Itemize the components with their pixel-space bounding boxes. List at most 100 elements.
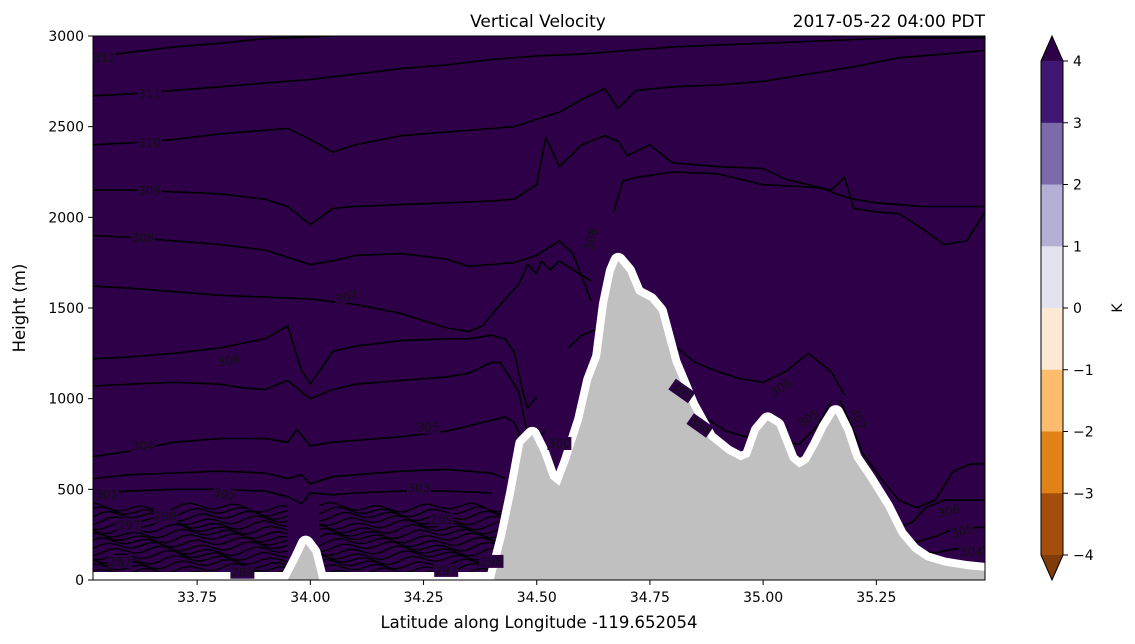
low-contour-8-0 [93, 532, 288, 544]
y-tick-label-3: 1500 [48, 301, 84, 317]
contour-label-text-24: 299 [430, 513, 453, 527]
contour-line-302-13 [93, 488, 492, 505]
low-contour-6-1 [319, 541, 506, 553]
contour-label-27: 297 [117, 518, 142, 533]
contour-label-23: 297 [434, 563, 459, 578]
colorbar-tick-label-6: −2 [1073, 425, 1094, 441]
contour-label-11: 301 [94, 487, 119, 502]
colorbar-segment-0 [1041, 61, 1063, 124]
x-axis-label: Latitude along Longitude -119.652054 [380, 613, 697, 632]
low-contour-5-0 [93, 545, 288, 557]
y-tick-label-4: 2000 [48, 210, 84, 226]
y-tick-label-6: 3000 [48, 29, 84, 45]
x-tick-label-5: 35.00 [743, 590, 783, 606]
contour-line-307-14 [839, 400, 985, 509]
low-contour-15-0 [93, 502, 288, 513]
contour-label-text-11: 301 [95, 488, 118, 502]
contour-label-text-10: 302 [211, 485, 237, 504]
x-tick-label-6: 35.25 [856, 590, 896, 606]
contour-label-20: 304 [959, 544, 984, 559]
contour-label-text-19: 305 [950, 521, 976, 540]
y-axis: 0 500 1000 1500 2000 2500 3000 [48, 29, 93, 589]
contour-label-text-28: 298 [154, 510, 177, 524]
colorbar-tick-label-0: 4 [1073, 54, 1082, 70]
contour-label-text-2: 310 [138, 136, 161, 150]
contour-label-7: 305 [416, 420, 441, 435]
contour-line-311-1 [93, 37, 985, 97]
contour-label-text-12: 308 [581, 226, 600, 252]
contour-labels: 3123113103093083073063053043033023013083… [93, 50, 984, 580]
low-contour-6-0 [93, 541, 288, 552]
colorbar-segment-2 [1041, 184, 1063, 247]
contour-line-310-2 [93, 49, 985, 153]
colorbar-segment-6 [1041, 431, 1063, 494]
contour-label-text-27: 297 [118, 519, 141, 533]
contour-label-text-5: 307 [334, 287, 360, 306]
contour-label-21: 300 [547, 437, 572, 451]
colorbar-extend-top [1041, 36, 1063, 61]
low-contour-13-1 [319, 510, 506, 522]
contour-label-text-8: 304 [131, 439, 154, 453]
low-contour-15-1 [319, 502, 506, 513]
x-tick-label-2: 34.25 [403, 590, 443, 606]
contour-label-25: 289 [230, 565, 255, 580]
contour-label-text-25: 289 [231, 566, 254, 580]
low-level-contour-cluster [93, 502, 506, 578]
terrain-silhouette [93, 260, 985, 580]
contour-label-2: 310 [137, 136, 162, 150]
low-contour-5-1 [319, 545, 506, 557]
contour-label-text-3: 309 [138, 184, 161, 198]
contour-label-24: 299 [429, 513, 454, 527]
contour-label-text-7: 305 [417, 421, 440, 435]
low-contour-9-0 [93, 528, 288, 540]
contour-line-306-7 [93, 324, 538, 410]
colorbar-tick-label-8: −4 [1073, 548, 1094, 564]
contour-label-22: 298 [479, 554, 504, 569]
chart-subtitle-timestamp: 2017-05-22 04:00 PDT [793, 12, 986, 32]
colorbar-segment-5 [1041, 369, 1063, 433]
contour-label-8: 304 [130, 438, 155, 453]
plot-area: 3123113103093083073063053043033023013083… [92, 35, 986, 581]
contour-label-text-6: 306 [216, 352, 241, 370]
contour-label-text-9: 303 [408, 481, 431, 495]
contour-line-307-6 [93, 259, 592, 333]
contour-label-19: 305 [948, 521, 976, 541]
contour-label-3: 309 [137, 184, 162, 198]
low-contour-4-0 [93, 549, 288, 562]
x-tick-label-3: 34.50 [517, 590, 557, 606]
colorbar-label: K [1110, 303, 1126, 313]
contour-label-text-23: 297 [435, 564, 458, 578]
x-axis: 33.75 34.00 34.25 34.50 34.75 35.00 35.25 [177, 580, 896, 606]
contour-label-5: 307 [333, 287, 360, 307]
colorbar-tick-label-5: −1 [1073, 363, 1094, 379]
colorbar-tick-label-7: −3 [1073, 486, 1094, 502]
contour-label-6: 306 [215, 351, 242, 370]
colorbar-segment-4 [1041, 308, 1063, 371]
contour-label-4: 308 [130, 231, 155, 245]
colorbar-tick-label-4: 0 [1073, 301, 1082, 317]
colorbar-segment-1 [1041, 122, 1063, 186]
contour-lines [93, 36, 985, 554]
contour-label-text-20: 304 [960, 545, 983, 559]
contour-line-312-0 [93, 36, 334, 59]
contour-label-text-1: 311 [138, 87, 161, 101]
colorbar-extend-bottom [1041, 555, 1063, 580]
contour-label-text-4: 308 [131, 231, 154, 245]
contour-label-text-0: 312 [93, 51, 116, 65]
low-contour-4-1 [319, 550, 506, 561]
contour-line-303-12 [93, 468, 506, 485]
low-contour-14-1 [319, 506, 506, 518]
low-contour-8-1 [319, 532, 506, 544]
x-tick-label-0: 33.75 [177, 590, 217, 606]
contour-label-9: 303 [407, 481, 431, 495]
contour-line-309-3 [93, 134, 985, 246]
contour-label-26: 287 [108, 554, 133, 569]
y-tick-label-2: 1000 [48, 392, 84, 408]
contour-line-308-5 [612, 171, 985, 213]
contour-line-304-11 [93, 415, 524, 458]
contour-label-text-18: 306 [936, 501, 962, 520]
colorbar-tick-label-1: 3 [1073, 116, 1082, 132]
contour-line-305-8 [93, 361, 547, 440]
contour-label-12: 308 [581, 225, 601, 253]
